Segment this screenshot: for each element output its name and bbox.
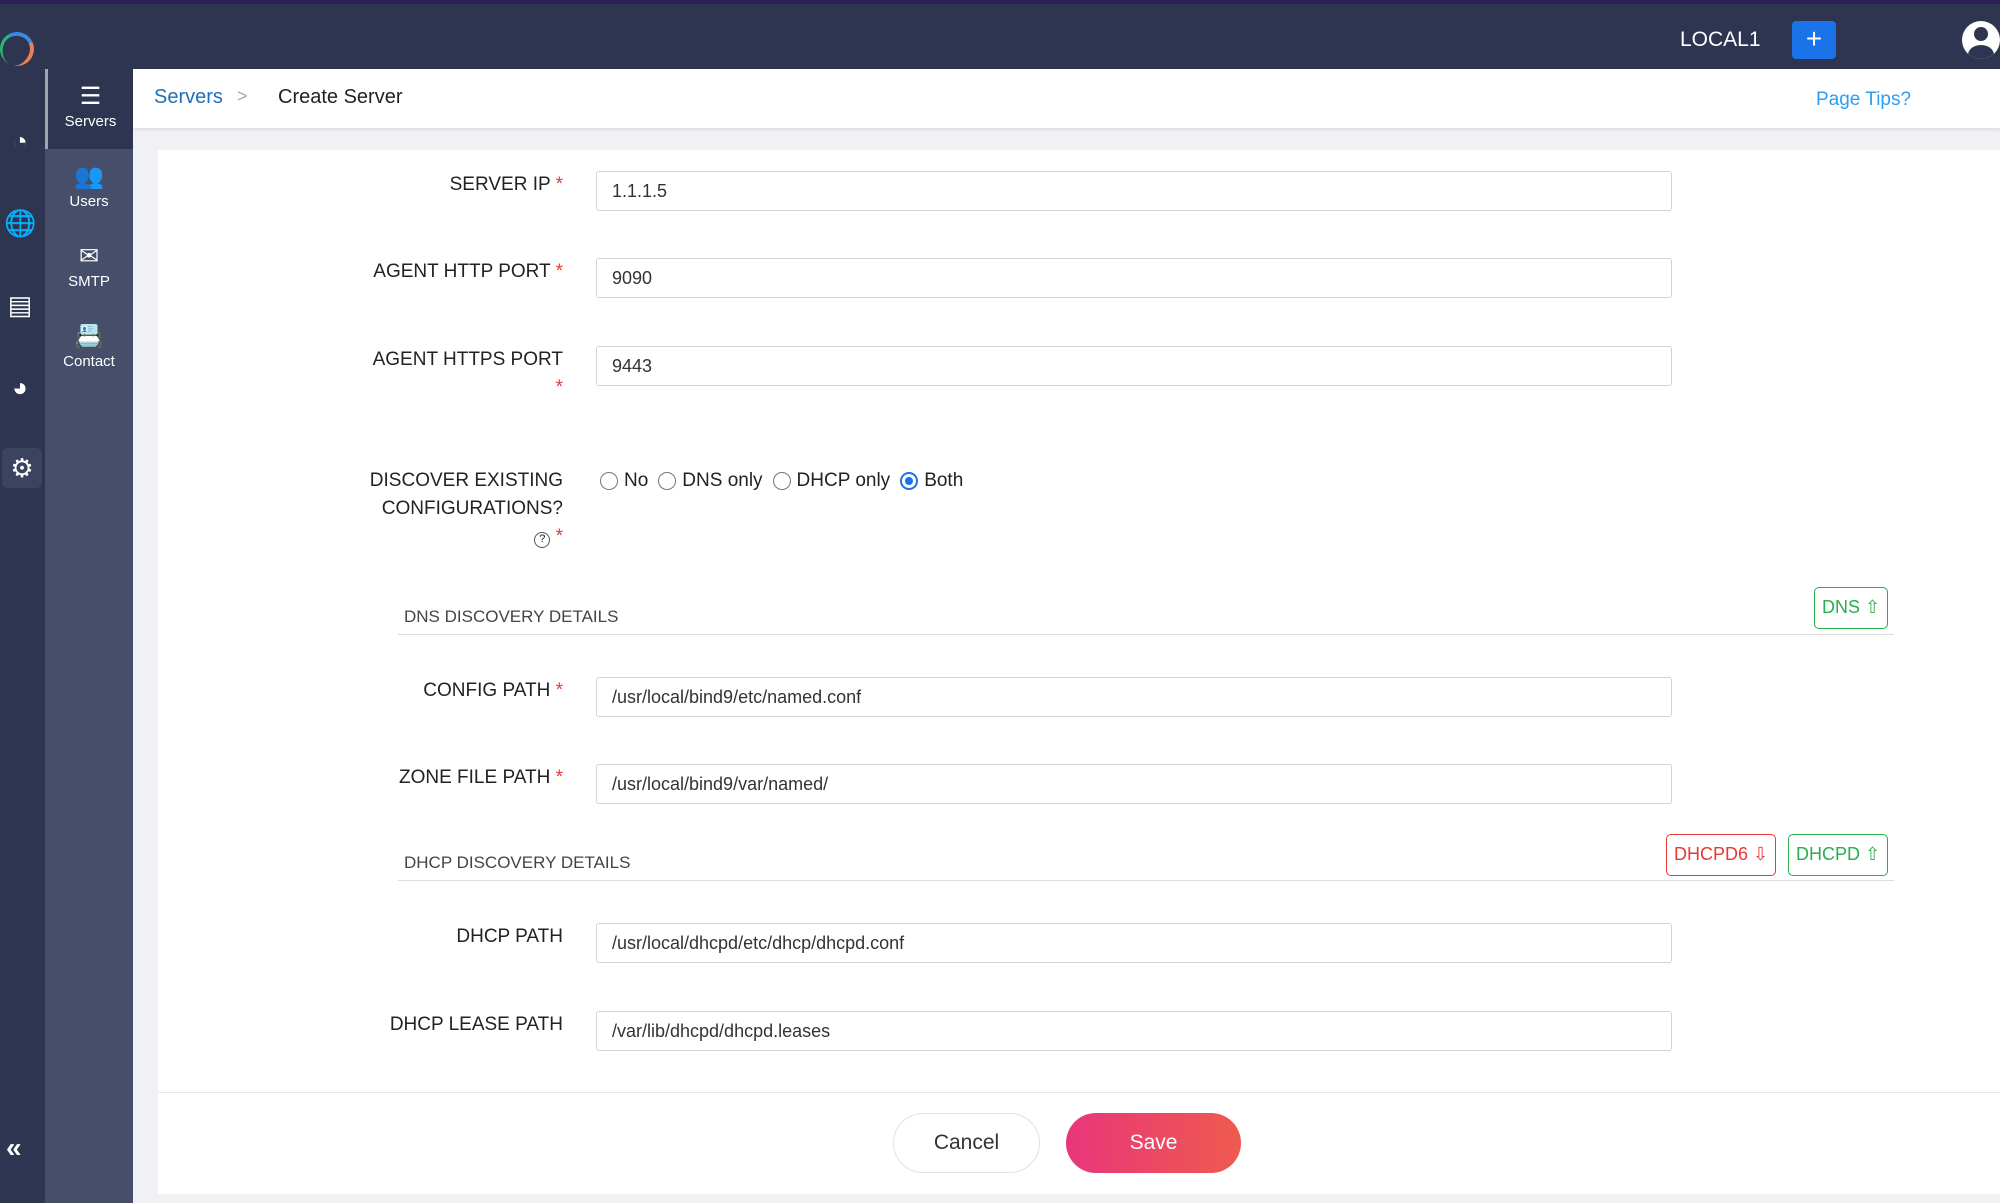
https-port-input[interactable] xyxy=(596,346,1672,386)
network-icon[interactable]: ▤ xyxy=(7,290,33,320)
radio-label: DHCP only xyxy=(796,470,891,491)
collapse-icon[interactable]: « xyxy=(6,1132,22,1163)
add-button[interactable]: + xyxy=(1792,21,1836,59)
footer-divider xyxy=(158,1092,2000,1093)
user-avatar-icon[interactable] xyxy=(1962,21,2000,59)
users-icon: 👥 xyxy=(74,163,104,190)
top-accent-line xyxy=(0,0,2000,4)
dashboard-icon[interactable]: ◔ xyxy=(12,126,28,156)
dhcp-path-input[interactable] xyxy=(596,923,1672,963)
main-rail: ◔ 🌐 ▤ ◕ ⚙ « xyxy=(0,69,45,1203)
subnav-label: SMTP xyxy=(68,273,110,290)
discover-label: DISCOVER EXISTING CONFIGURATIONS?? * xyxy=(369,470,563,548)
create-server-form: SERVER IP * AGENT HTTP PORT * AGENT HTTP… xyxy=(158,150,2000,1194)
save-button[interactable]: Save xyxy=(1066,1113,1241,1173)
http-port-input[interactable] xyxy=(596,258,1672,298)
radio-label: No xyxy=(624,470,649,491)
dhcp-path-label: DHCP PATH xyxy=(456,926,563,947)
dns-globe-icon[interactable]: 🌐 xyxy=(4,208,37,238)
page-title: Create Server xyxy=(278,86,403,108)
page-tips-link[interactable]: Page Tips? xyxy=(1816,89,1912,110)
subnav-item-servers[interactable]: ☰ Servers xyxy=(45,69,133,149)
config-path-label: CONFIG PATH * xyxy=(423,680,563,701)
arrow-up-circle-icon: ⇧ xyxy=(1865,597,1881,617)
radio-no[interactable] xyxy=(600,472,618,490)
contact-book-icon: 📇 xyxy=(74,323,104,350)
dhcpd-toggle-button[interactable]: DHCPD ⇧ xyxy=(1788,834,1889,876)
subnav-label: Contact xyxy=(63,353,115,370)
dns-section-header: DNS DISCOVERY DETAILS xyxy=(398,607,1894,635)
breadcrumb: Servers > Create Server Page Tips? xyxy=(133,69,2000,128)
subnav-item-users[interactable]: 👥 Users xyxy=(45,149,133,229)
cancel-button[interactable]: Cancel xyxy=(893,1113,1040,1173)
subnav-item-contact[interactable]: 📇 Contact xyxy=(45,309,133,389)
radio-both[interactable] xyxy=(900,472,919,490)
lease-path-input[interactable] xyxy=(596,1011,1672,1051)
config-path-input[interactable] xyxy=(596,677,1672,717)
mail-icon: ✉ xyxy=(78,243,100,270)
discover-radio-group: No DNS only DHCP only Both xyxy=(596,470,963,492)
server-ip-input[interactable] xyxy=(596,171,1672,211)
settings-subnav: ☰ Servers 👥 Users ✉ SMTP 📇 Contact xyxy=(45,69,133,1203)
environment-label: LOCAL1 xyxy=(1680,28,1761,51)
zone-path-input[interactable] xyxy=(596,764,1672,804)
radio-dhcp-only[interactable] xyxy=(772,472,791,490)
dns-toggle-button[interactable]: DNS ⇧ xyxy=(1814,587,1889,629)
settings-wrench-icon[interactable]: ⚙ xyxy=(2,448,42,488)
radio-dns-only[interactable] xyxy=(658,472,677,490)
dhcp-section-header: DHCP DISCOVERY DETAILS xyxy=(398,853,1894,881)
arrow-up-circle-icon: ⇧ xyxy=(1865,844,1881,864)
chart-pie-icon[interactable]: ◕ xyxy=(12,372,28,402)
subnav-label: Servers xyxy=(64,113,117,130)
lease-path-label: DHCP LEASE PATH xyxy=(389,1014,563,1035)
arrow-down-circle-icon: ⇩ xyxy=(1753,844,1769,864)
breadcrumb-separator: > xyxy=(237,86,248,106)
zone-path-label: ZONE FILE PATH * xyxy=(398,767,563,788)
radio-label: DNS only xyxy=(682,470,763,491)
logo-icon xyxy=(0,27,39,71)
server-icon: ☰ xyxy=(79,83,102,110)
top-bar: LOCAL1 + xyxy=(0,4,2000,71)
breadcrumb-servers-link[interactable]: Servers xyxy=(154,86,223,108)
subnav-item-smtp[interactable]: ✉ SMTP xyxy=(45,229,133,309)
help-icon[interactable]: ? xyxy=(534,532,551,548)
https-port-label: AGENT HTTPS PORT * xyxy=(372,349,563,398)
server-ip-label: SERVER IP * xyxy=(449,174,563,195)
dhcpd6-toggle-button[interactable]: DHCPD6 ⇩ xyxy=(1666,834,1777,876)
http-port-label: AGENT HTTP PORT * xyxy=(373,261,563,282)
radio-label: Both xyxy=(924,470,964,491)
subnav-label: Users xyxy=(69,193,109,210)
